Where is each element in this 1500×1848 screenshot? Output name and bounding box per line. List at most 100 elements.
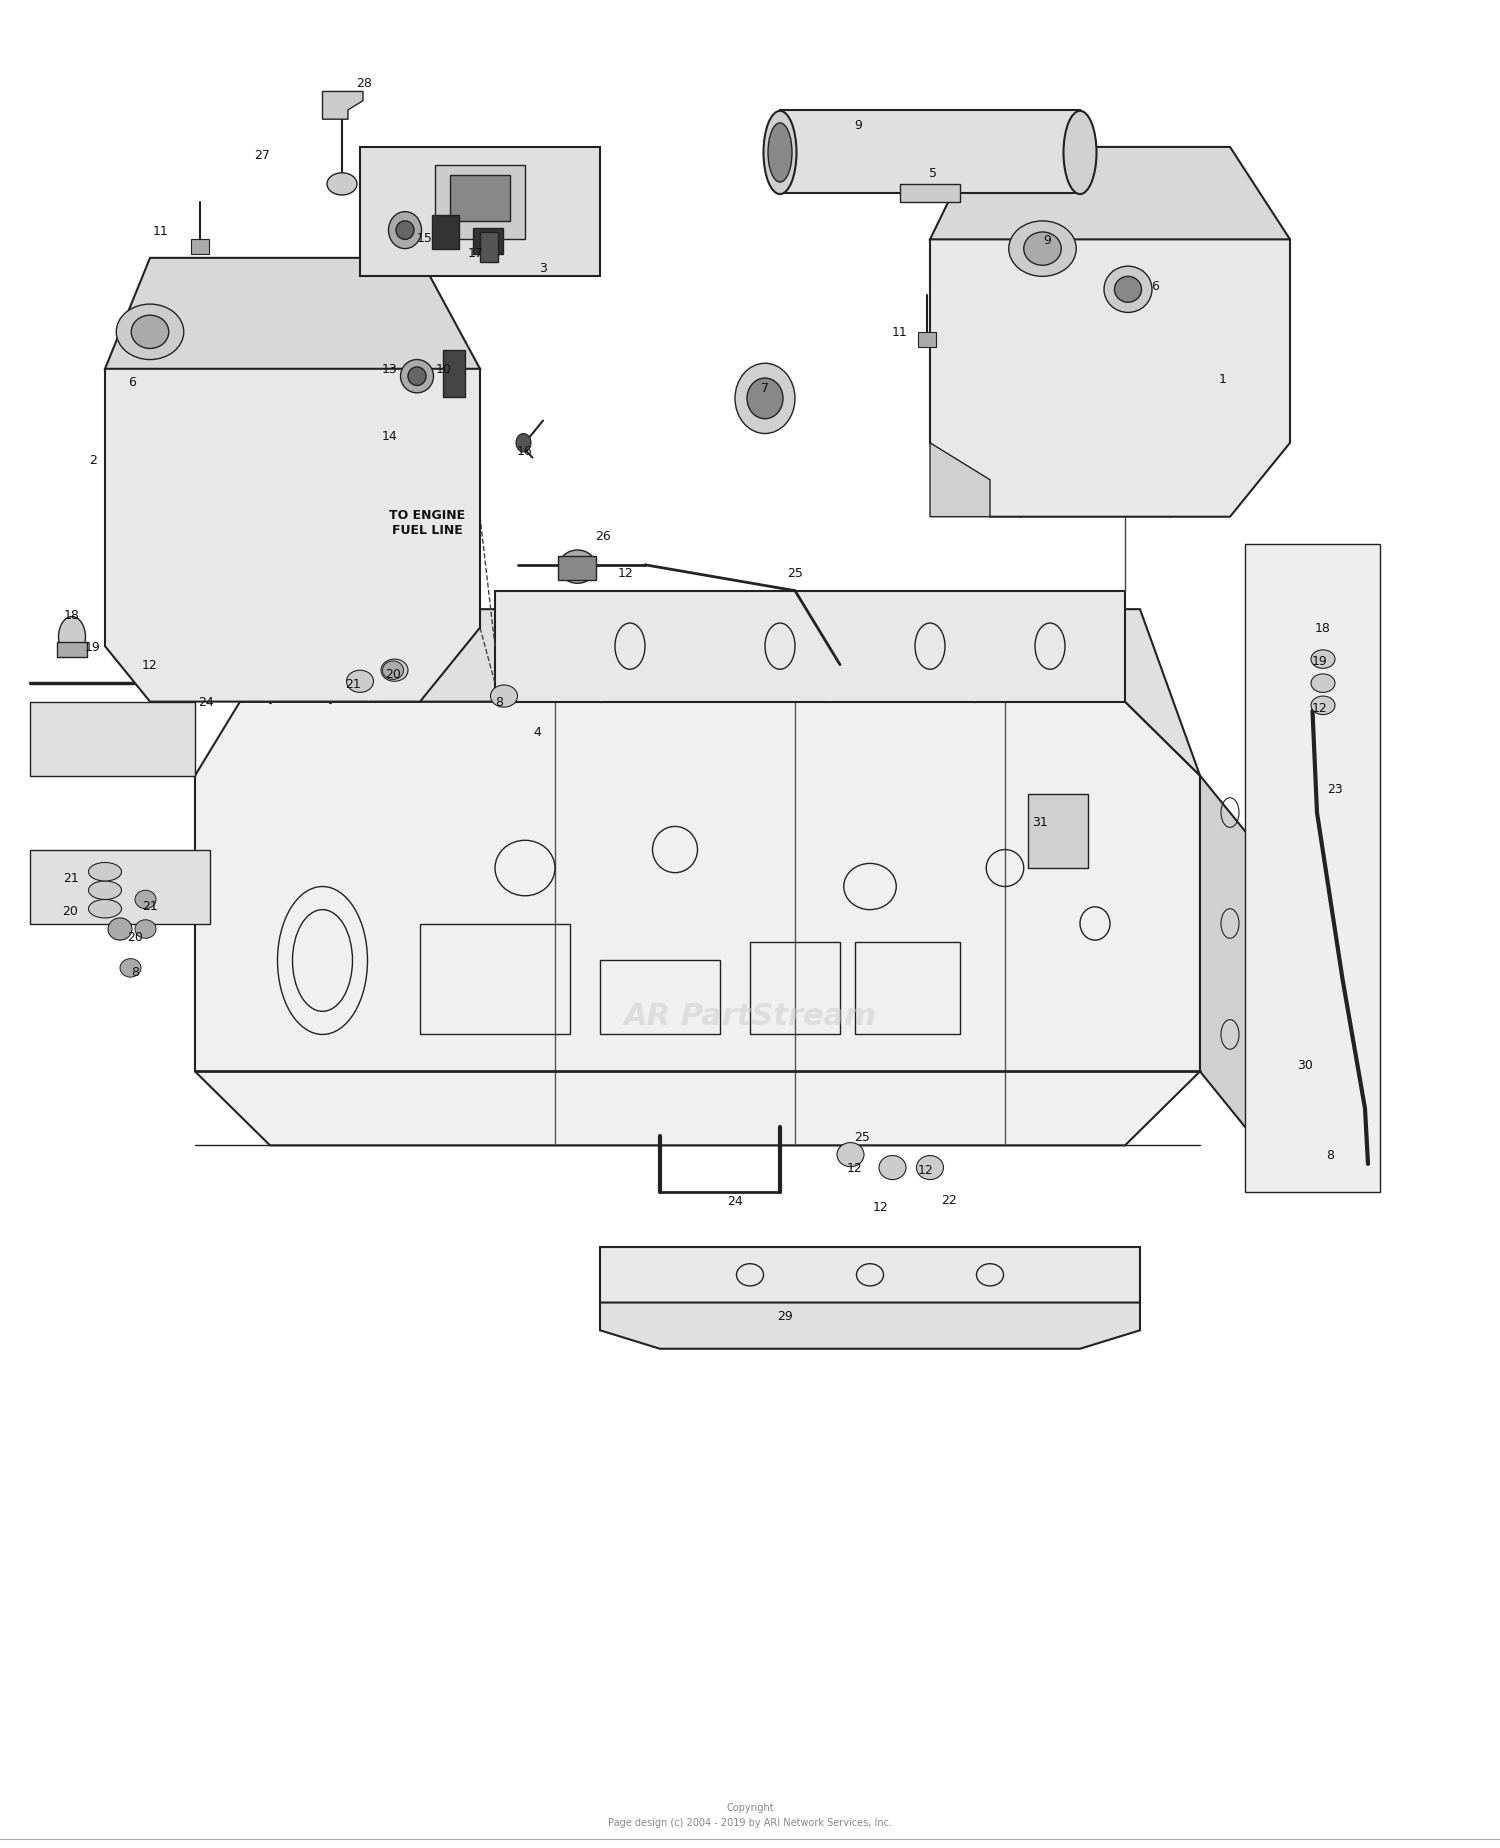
Ellipse shape — [1008, 222, 1077, 277]
Text: 20: 20 — [386, 667, 400, 682]
Ellipse shape — [88, 900, 122, 918]
Ellipse shape — [327, 174, 357, 196]
Text: 12: 12 — [618, 565, 633, 580]
Ellipse shape — [879, 1157, 906, 1181]
FancyBboxPatch shape — [190, 240, 208, 255]
Text: 10: 10 — [436, 362, 451, 377]
Text: 14: 14 — [382, 429, 398, 444]
Ellipse shape — [408, 368, 426, 386]
Text: 7: 7 — [760, 381, 770, 395]
Ellipse shape — [735, 364, 795, 434]
Text: 8: 8 — [1326, 1148, 1335, 1162]
Polygon shape — [600, 1247, 1140, 1303]
Text: 11: 11 — [892, 325, 908, 340]
Text: 25: 25 — [788, 565, 802, 580]
Ellipse shape — [516, 434, 531, 453]
Ellipse shape — [1311, 675, 1335, 693]
Polygon shape — [322, 92, 363, 120]
Polygon shape — [930, 444, 990, 517]
Text: 9: 9 — [1042, 233, 1052, 248]
Text: 5: 5 — [928, 166, 938, 181]
Text: 11: 11 — [153, 224, 168, 238]
Text: Page design (c) 2004 - 2019 by ARI Network Services, Inc.: Page design (c) 2004 - 2019 by ARI Netwo… — [608, 1817, 892, 1828]
Polygon shape — [495, 591, 1125, 702]
Polygon shape — [105, 259, 480, 370]
Ellipse shape — [558, 551, 596, 584]
Ellipse shape — [381, 660, 408, 682]
FancyBboxPatch shape — [435, 166, 525, 240]
Ellipse shape — [88, 881, 122, 900]
Text: 26: 26 — [596, 529, 610, 543]
Text: 27: 27 — [255, 148, 270, 163]
Text: 21: 21 — [63, 870, 78, 885]
Polygon shape — [240, 610, 1200, 776]
Text: 21: 21 — [345, 676, 360, 691]
Polygon shape — [1200, 776, 1260, 1146]
FancyBboxPatch shape — [472, 229, 502, 255]
Text: 20: 20 — [128, 930, 142, 944]
Text: 20: 20 — [63, 904, 78, 918]
Text: 9: 9 — [853, 118, 862, 133]
Ellipse shape — [490, 686, 517, 708]
Polygon shape — [30, 702, 195, 776]
Ellipse shape — [346, 671, 374, 693]
Text: 19: 19 — [86, 639, 100, 654]
Ellipse shape — [747, 379, 783, 419]
Text: 12: 12 — [847, 1161, 862, 1175]
Ellipse shape — [88, 863, 122, 881]
FancyBboxPatch shape — [480, 233, 498, 262]
Text: 3: 3 — [538, 261, 548, 275]
Text: 29: 29 — [777, 1308, 792, 1323]
Text: 12: 12 — [918, 1162, 933, 1177]
Text: 24: 24 — [728, 1194, 742, 1209]
Polygon shape — [930, 185, 1290, 517]
Ellipse shape — [1311, 697, 1335, 715]
Text: 12: 12 — [873, 1199, 888, 1214]
FancyBboxPatch shape — [432, 216, 459, 249]
Polygon shape — [1260, 702, 1350, 1109]
Ellipse shape — [388, 213, 422, 249]
Text: 2: 2 — [88, 453, 98, 468]
FancyBboxPatch shape — [1245, 545, 1380, 1192]
Ellipse shape — [58, 617, 86, 658]
Ellipse shape — [1311, 650, 1335, 669]
FancyBboxPatch shape — [918, 333, 936, 347]
FancyBboxPatch shape — [558, 556, 596, 580]
Ellipse shape — [764, 111, 796, 194]
Text: 16: 16 — [518, 444, 532, 458]
Polygon shape — [600, 1303, 1140, 1349]
Text: 21: 21 — [142, 898, 158, 913]
Text: 23: 23 — [1328, 782, 1342, 796]
Polygon shape — [780, 111, 1080, 194]
Ellipse shape — [1023, 233, 1062, 266]
Ellipse shape — [120, 959, 141, 978]
Text: 30: 30 — [1298, 1057, 1312, 1072]
Text: 18: 18 — [1316, 621, 1330, 636]
Text: 24: 24 — [198, 695, 213, 710]
Text: 25: 25 — [855, 1129, 870, 1144]
Text: 28: 28 — [357, 76, 372, 91]
Ellipse shape — [135, 891, 156, 909]
FancyBboxPatch shape — [1028, 795, 1088, 869]
Polygon shape — [195, 702, 1200, 1146]
Text: 8: 8 — [130, 965, 140, 979]
Text: AR PartStream: AR PartStream — [624, 1002, 876, 1031]
Ellipse shape — [400, 360, 433, 394]
Text: 19: 19 — [1312, 654, 1328, 669]
Ellipse shape — [837, 1142, 864, 1168]
Text: 6: 6 — [1150, 279, 1160, 294]
Text: TO ENGINE
FUEL LINE: TO ENGINE FUEL LINE — [390, 508, 465, 538]
Text: 4: 4 — [532, 724, 542, 739]
Polygon shape — [105, 296, 480, 702]
Text: 22: 22 — [942, 1192, 957, 1207]
Ellipse shape — [916, 1157, 944, 1181]
Text: 12: 12 — [1312, 700, 1328, 715]
FancyBboxPatch shape — [450, 176, 510, 222]
Ellipse shape — [108, 918, 132, 941]
Text: 18: 18 — [64, 608, 80, 623]
Text: 17: 17 — [468, 246, 483, 261]
Text: 8: 8 — [495, 695, 504, 710]
Ellipse shape — [396, 222, 414, 240]
Text: 6: 6 — [128, 375, 136, 390]
Ellipse shape — [1104, 268, 1152, 314]
